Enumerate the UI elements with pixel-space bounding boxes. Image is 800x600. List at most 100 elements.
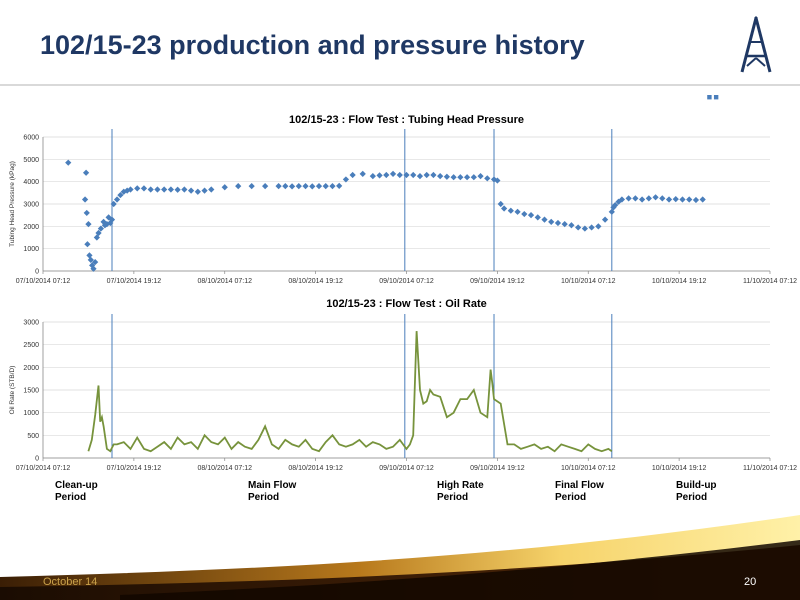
pressure-point: [416, 172, 424, 180]
pressure-point: [113, 196, 121, 203]
pressure-point: [359, 170, 366, 177]
y-tick-label: 0: [35, 456, 39, 463]
pressure-point: [329, 183, 336, 190]
pressure-point: [541, 216, 548, 223]
pressure-point: [369, 172, 376, 180]
x-tick-label: 07/10/2014 19:12: [107, 278, 162, 285]
pressure-point: [625, 195, 632, 202]
pressure-point: [108, 216, 116, 223]
period-label-high-rate: High Rate Period: [437, 480, 484, 503]
pressure-point: [295, 183, 302, 190]
x-tick-label: 09/10/2014 19:12: [470, 278, 525, 285]
pressure-point: [110, 200, 117, 208]
pressure-point: [208, 186, 215, 193]
pressure-point: [601, 216, 609, 223]
y-tick-label: 2500: [23, 342, 39, 349]
x-tick-label: 09/10/2014 07:12: [379, 278, 434, 285]
y-tick-label: 5000: [23, 157, 39, 164]
y-tick-label: 2000: [23, 365, 39, 372]
slide-title: 102/15-23 production and pressure histor…: [40, 30, 585, 60]
page-number: 20: [744, 576, 757, 588]
pressure-point: [288, 183, 296, 190]
y-tick-label: 1500: [23, 388, 39, 395]
pressure-point: [679, 196, 686, 203]
pressure-point: [507, 207, 514, 214]
x-tick-label: 10/10/2014 07:12: [561, 465, 616, 472]
pressure-point: [457, 174, 464, 181]
pressure-point: [713, 95, 719, 100]
x-tick-label: 07/10/2014 07:12: [16, 465, 71, 472]
x-tick-label: 08/10/2014 07:12: [198, 465, 253, 472]
y-tick-label: 0: [35, 269, 39, 276]
pressure-point: [349, 171, 356, 179]
pressure-point: [450, 174, 457, 181]
pressure-point: [443, 173, 451, 180]
pressure-point: [181, 186, 188, 193]
x-tick-label: 07/10/2014 07:12: [16, 278, 71, 285]
pressure-point: [262, 183, 269, 190]
pressure-point: [497, 200, 504, 208]
y-axis-label: Tubing Head Pressure (kPag): [9, 161, 16, 247]
pressure-point: [575, 224, 582, 231]
pressure-point: [336, 182, 343, 190]
pressure-point: [484, 175, 491, 182]
pressure-point: [309, 183, 316, 190]
pressure-point: [85, 220, 92, 228]
pressure-point: [632, 195, 639, 202]
period-label-cleanup: Clean-up Period: [55, 480, 98, 503]
y-tick-label: 4000: [23, 179, 39, 186]
pressure-point: [514, 208, 521, 215]
pressure-point: [140, 185, 148, 192]
y-tick-label: 6000: [23, 135, 39, 142]
pressure-point: [470, 174, 477, 181]
period-label-build-up: Build-up Period: [676, 480, 717, 503]
pressure-point: [81, 196, 89, 203]
pressure-point: [396, 171, 403, 179]
pressure-point: [612, 202, 619, 209]
y-tick-label: 1000: [23, 410, 39, 417]
pressure-point: [235, 183, 242, 190]
pressure-point: [692, 196, 700, 204]
period-label-final-flow: Final Flow Period: [555, 480, 604, 503]
x-tick-label: 09/10/2014 07:12: [379, 465, 434, 472]
tubing-head-pressure-chart: 102/15-23 : Flow Test : Tubing Head Pres…: [9, 95, 797, 285]
pressure-point: [383, 171, 390, 179]
pressure-point: [437, 172, 444, 180]
x-tick-label: 10/10/2014 19:12: [652, 278, 707, 285]
y-tick-label: 1000: [23, 246, 39, 253]
pressure-point: [97, 225, 105, 232]
x-tick-label: 10/10/2014 07:12: [561, 278, 616, 285]
pressure-point: [548, 218, 555, 225]
pressure-point: [638, 196, 646, 203]
footer-date: October 14: [43, 576, 98, 588]
pressure-point: [161, 186, 168, 193]
pressure-point: [302, 183, 309, 190]
pressure-point: [430, 171, 437, 179]
pressure-point: [65, 159, 72, 166]
pressure-point: [147, 186, 154, 193]
chart-panel: [0, 95, 800, 505]
pressure-point: [665, 196, 673, 203]
pressure-point: [127, 186, 134, 193]
oil-derrick-logo-icon: [740, 16, 772, 73]
pressure-point: [84, 241, 91, 248]
oil-rate-chart: 102/15-23 : Flow Test : Oil Rate 0 500 1000…: [9, 298, 797, 472]
pressure-point: [534, 214, 541, 221]
pressure-point: [248, 183, 255, 190]
title-divider: [0, 84, 800, 86]
pressure-point: [389, 170, 397, 177]
y-tick-label: 500: [27, 433, 39, 440]
pressure-point: [221, 184, 228, 191]
pressure-point: [117, 191, 124, 199]
x-tick-label: 09/10/2014 19:12: [470, 465, 525, 472]
pressure-point: [83, 209, 90, 217]
period-label-main-flow: Main Flow Period: [248, 480, 297, 503]
pressure-point: [275, 183, 282, 190]
y-tick-label: 3000: [23, 320, 39, 327]
x-tick-label: 07/10/2014 19:12: [107, 465, 162, 472]
x-tick-label: 11/10/2014 07:12: [743, 465, 797, 472]
pressure-point: [527, 212, 535, 219]
pressure-point: [588, 224, 595, 231]
pressure-point: [134, 185, 141, 192]
pressure-point: [659, 195, 666, 202]
